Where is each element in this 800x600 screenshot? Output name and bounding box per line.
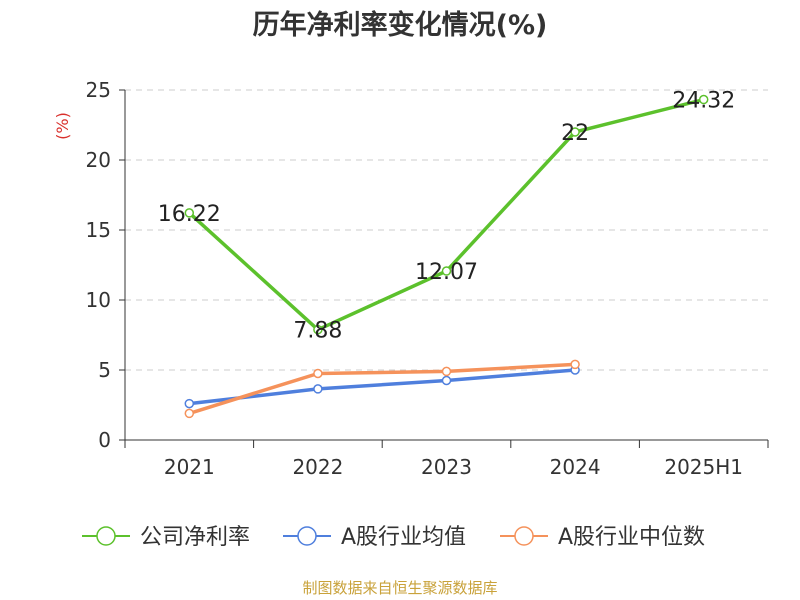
series-lines	[184, 94, 709, 419]
x-tick-label: 2025H1	[664, 455, 743, 479]
data-point[interactable]	[184, 398, 195, 409]
data-point[interactable]	[570, 127, 580, 137]
legend-swatch-marker	[514, 526, 534, 546]
series-line-2	[188, 362, 576, 416]
data-point[interactable]	[698, 94, 709, 105]
data-point[interactable]	[313, 368, 323, 379]
data-point[interactable]	[441, 366, 452, 377]
grid-lines	[125, 89, 768, 371]
x-tick-label: 2021	[164, 455, 215, 479]
legend-swatch-marker	[297, 526, 317, 546]
legend-label: A股行业中位数	[558, 525, 705, 550]
y-tick-label: 0	[98, 428, 111, 452]
data-label: 22	[561, 121, 589, 146]
data-point[interactable]	[184, 408, 195, 419]
y-tick-label: 20	[86, 148, 111, 172]
data-point[interactable]	[313, 324, 323, 335]
data-point[interactable]	[313, 384, 323, 394]
chart-title: 历年净利率变化情况(%)	[253, 9, 548, 41]
y-tick-label: 15	[86, 218, 111, 242]
legend-item-0[interactable]: 公司净利率	[82, 525, 250, 550]
data-point[interactable]	[441, 375, 452, 386]
x-tick-label: 2022	[292, 455, 343, 479]
series-line-1	[189, 368, 576, 406]
legend-item-1[interactable]: A股行业均值	[283, 525, 466, 550]
x-tick-label: 2024	[550, 455, 601, 479]
data-labels: 16.22 7.88 12.07 22 24.32	[158, 89, 735, 344]
axes: 0 5 10 15 20 25 2021 2022 2023 2024 2025H1	[86, 78, 769, 479]
y-tick-label: 10	[86, 288, 111, 312]
data-point[interactable]	[570, 359, 580, 370]
y-axis-unit-label: (%)	[53, 112, 72, 140]
data-point[interactable]	[441, 266, 452, 276]
data-point[interactable]	[184, 208, 195, 218]
y-tick-label: 25	[86, 78, 111, 102]
series-line-0	[188, 97, 705, 332]
legend-label: A股行业均值	[341, 525, 466, 550]
legend[interactable]: 公司净利率 A股行业均值 A股行业中位数	[82, 525, 705, 550]
data-label: 7.88	[293, 319, 342, 344]
legend-label: 公司净利率	[140, 525, 250, 550]
x-tick-label: 2023	[421, 455, 472, 479]
y-tick-label: 5	[98, 358, 111, 382]
legend-item-2[interactable]: A股行业中位数	[500, 525, 705, 550]
data-label: 16.22	[158, 202, 221, 227]
legend-swatch-marker	[96, 526, 116, 546]
data-label: 12.07	[415, 260, 478, 285]
source-note: 制图数据来自恒生聚源数据库	[302, 579, 497, 597]
data-label: 24.32	[672, 89, 735, 114]
